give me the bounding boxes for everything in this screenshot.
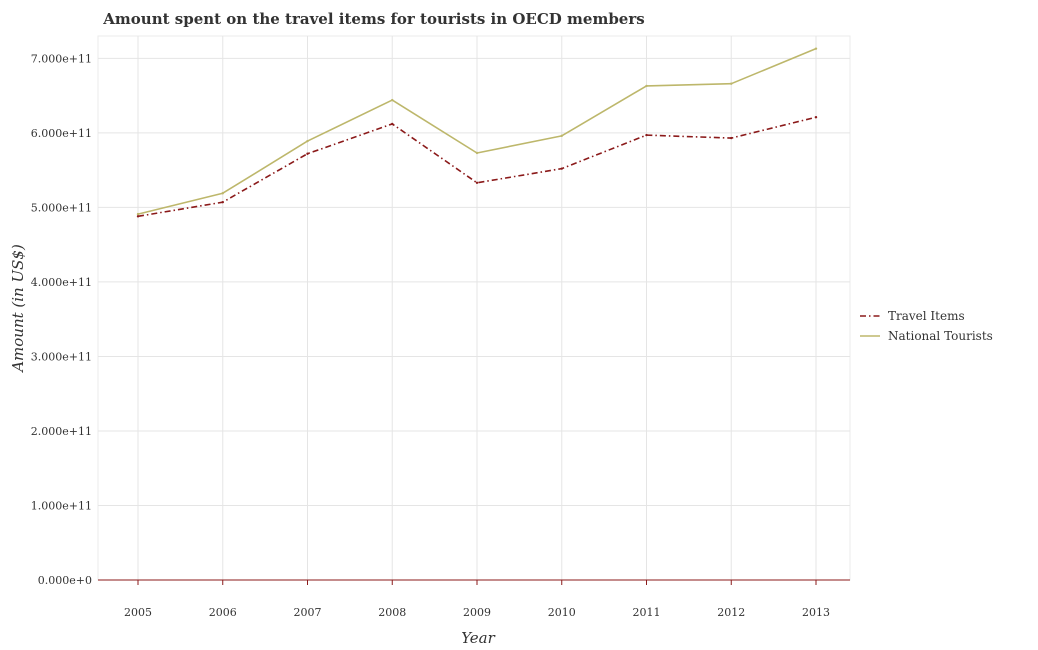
y-tick-label: 2.000e+11 xyxy=(31,425,92,438)
x-axis-ticks: 2005 2006 2007 2008 2009 2010 2011 2012 2013 xyxy=(124,580,830,619)
data-point-national-tourists xyxy=(560,134,563,138)
y-axis-title: Amount (in US$) xyxy=(9,244,27,374)
legend: Travel Items National Tourists xyxy=(860,309,993,343)
plot-background xyxy=(97,35,851,581)
x-tick-label: 2005 xyxy=(124,606,152,619)
x-tick-label: 2013 xyxy=(802,606,830,619)
data-point-national-tourists xyxy=(475,151,479,155)
x-tick-label: 2009 xyxy=(463,606,491,619)
data-point-travel-items xyxy=(730,136,733,140)
y-axis-ticks: 0.000e+0 1.000e+11 2.000e+11 3.000e+11 4.000… xyxy=(31,52,92,587)
x-axis-title: Year xyxy=(461,629,495,647)
y-tick-label: 5.000e+11 xyxy=(31,201,92,214)
y-tick-label: 4.000e+11 xyxy=(31,276,92,289)
x-tick-label: 2012 xyxy=(717,606,745,619)
legend-label: Travel Items xyxy=(888,309,965,323)
data-point-national-tourists xyxy=(730,82,733,85)
data-point-national-tourists xyxy=(814,47,818,50)
data-point-national-tourists xyxy=(221,192,224,195)
x-tick-label: 2006 xyxy=(209,606,237,619)
y-tick-label: 6.000e+11 xyxy=(31,127,92,140)
data-point-travel-items xyxy=(391,122,394,126)
y-tick-label: 3.000e+11 xyxy=(31,350,92,363)
data-point-travel-items xyxy=(306,152,309,155)
x-tick-label: 2010 xyxy=(548,606,576,619)
y-tick-label: 0.000e+0 xyxy=(38,574,92,587)
data-point-national-tourists xyxy=(391,98,394,102)
legend-label: National Tourists xyxy=(888,329,993,343)
data-point-travel-items xyxy=(475,181,479,185)
data-point-national-tourists xyxy=(136,212,140,216)
data-point-travel-items xyxy=(136,215,140,218)
series-lines xyxy=(136,47,818,218)
data-point-travel-items xyxy=(814,116,818,119)
y-tick-label: 7.000e+11 xyxy=(31,52,92,65)
data-point-national-tourists xyxy=(645,84,648,88)
data-point-national-tourists xyxy=(306,139,309,143)
data-point-travel-items xyxy=(560,167,563,170)
data-point-travel-items xyxy=(645,133,648,137)
data-point-travel-items xyxy=(221,200,224,204)
x-tick-label: 2011 xyxy=(633,606,661,619)
y-tick-label: 1.000e+11 xyxy=(31,499,92,512)
grid-lines xyxy=(98,36,850,581)
x-tick-label: 2007 xyxy=(294,606,322,619)
chart-title: Amount spent on the travel items for tou… xyxy=(102,10,644,28)
x-tick-label: 2008 xyxy=(378,606,406,619)
series-line-travel-items xyxy=(137,116,817,218)
